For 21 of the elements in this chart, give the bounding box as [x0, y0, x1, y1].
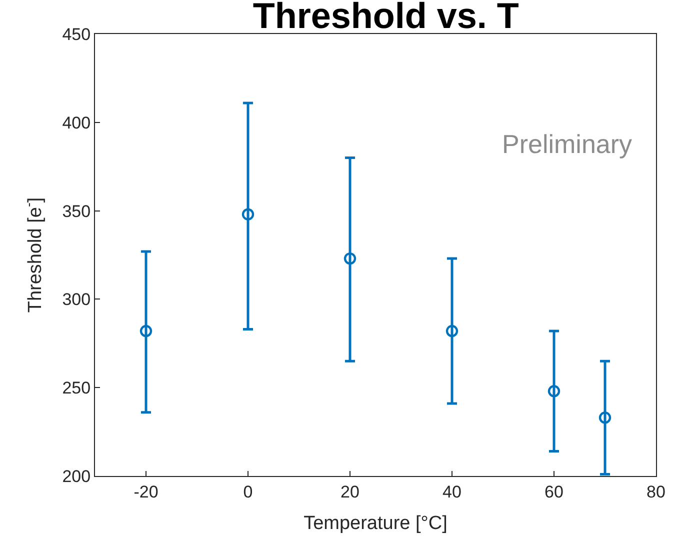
y-tick-label: 400: [62, 113, 91, 132]
point: [548, 385, 560, 398]
y-tick-label: 300: [62, 290, 91, 310]
x-tick-label: 80: [646, 482, 666, 502]
annotation: Preliminary: [502, 129, 632, 159]
point: [446, 324, 458, 338]
x-tick-label: 40: [442, 482, 462, 502]
y-tick-label: 200: [62, 466, 91, 486]
x-tick-label: 0: [243, 482, 253, 502]
y-tick-label: 450: [62, 24, 91, 44]
chart-title: Threshold vs. T: [252, 0, 519, 36]
x-axis-title: Temperature [°C]: [304, 513, 448, 534]
point: [242, 208, 254, 220]
point: [344, 252, 356, 265]
y-tick-label: 350: [62, 202, 91, 221]
point: [140, 324, 152, 338]
point: [598, 412, 612, 424]
x-tick-label: -20: [134, 482, 158, 502]
y-tick-label: 250: [62, 378, 91, 398]
x-tick-label: 60: [544, 482, 564, 502]
x-tick-label: 20: [340, 482, 360, 502]
